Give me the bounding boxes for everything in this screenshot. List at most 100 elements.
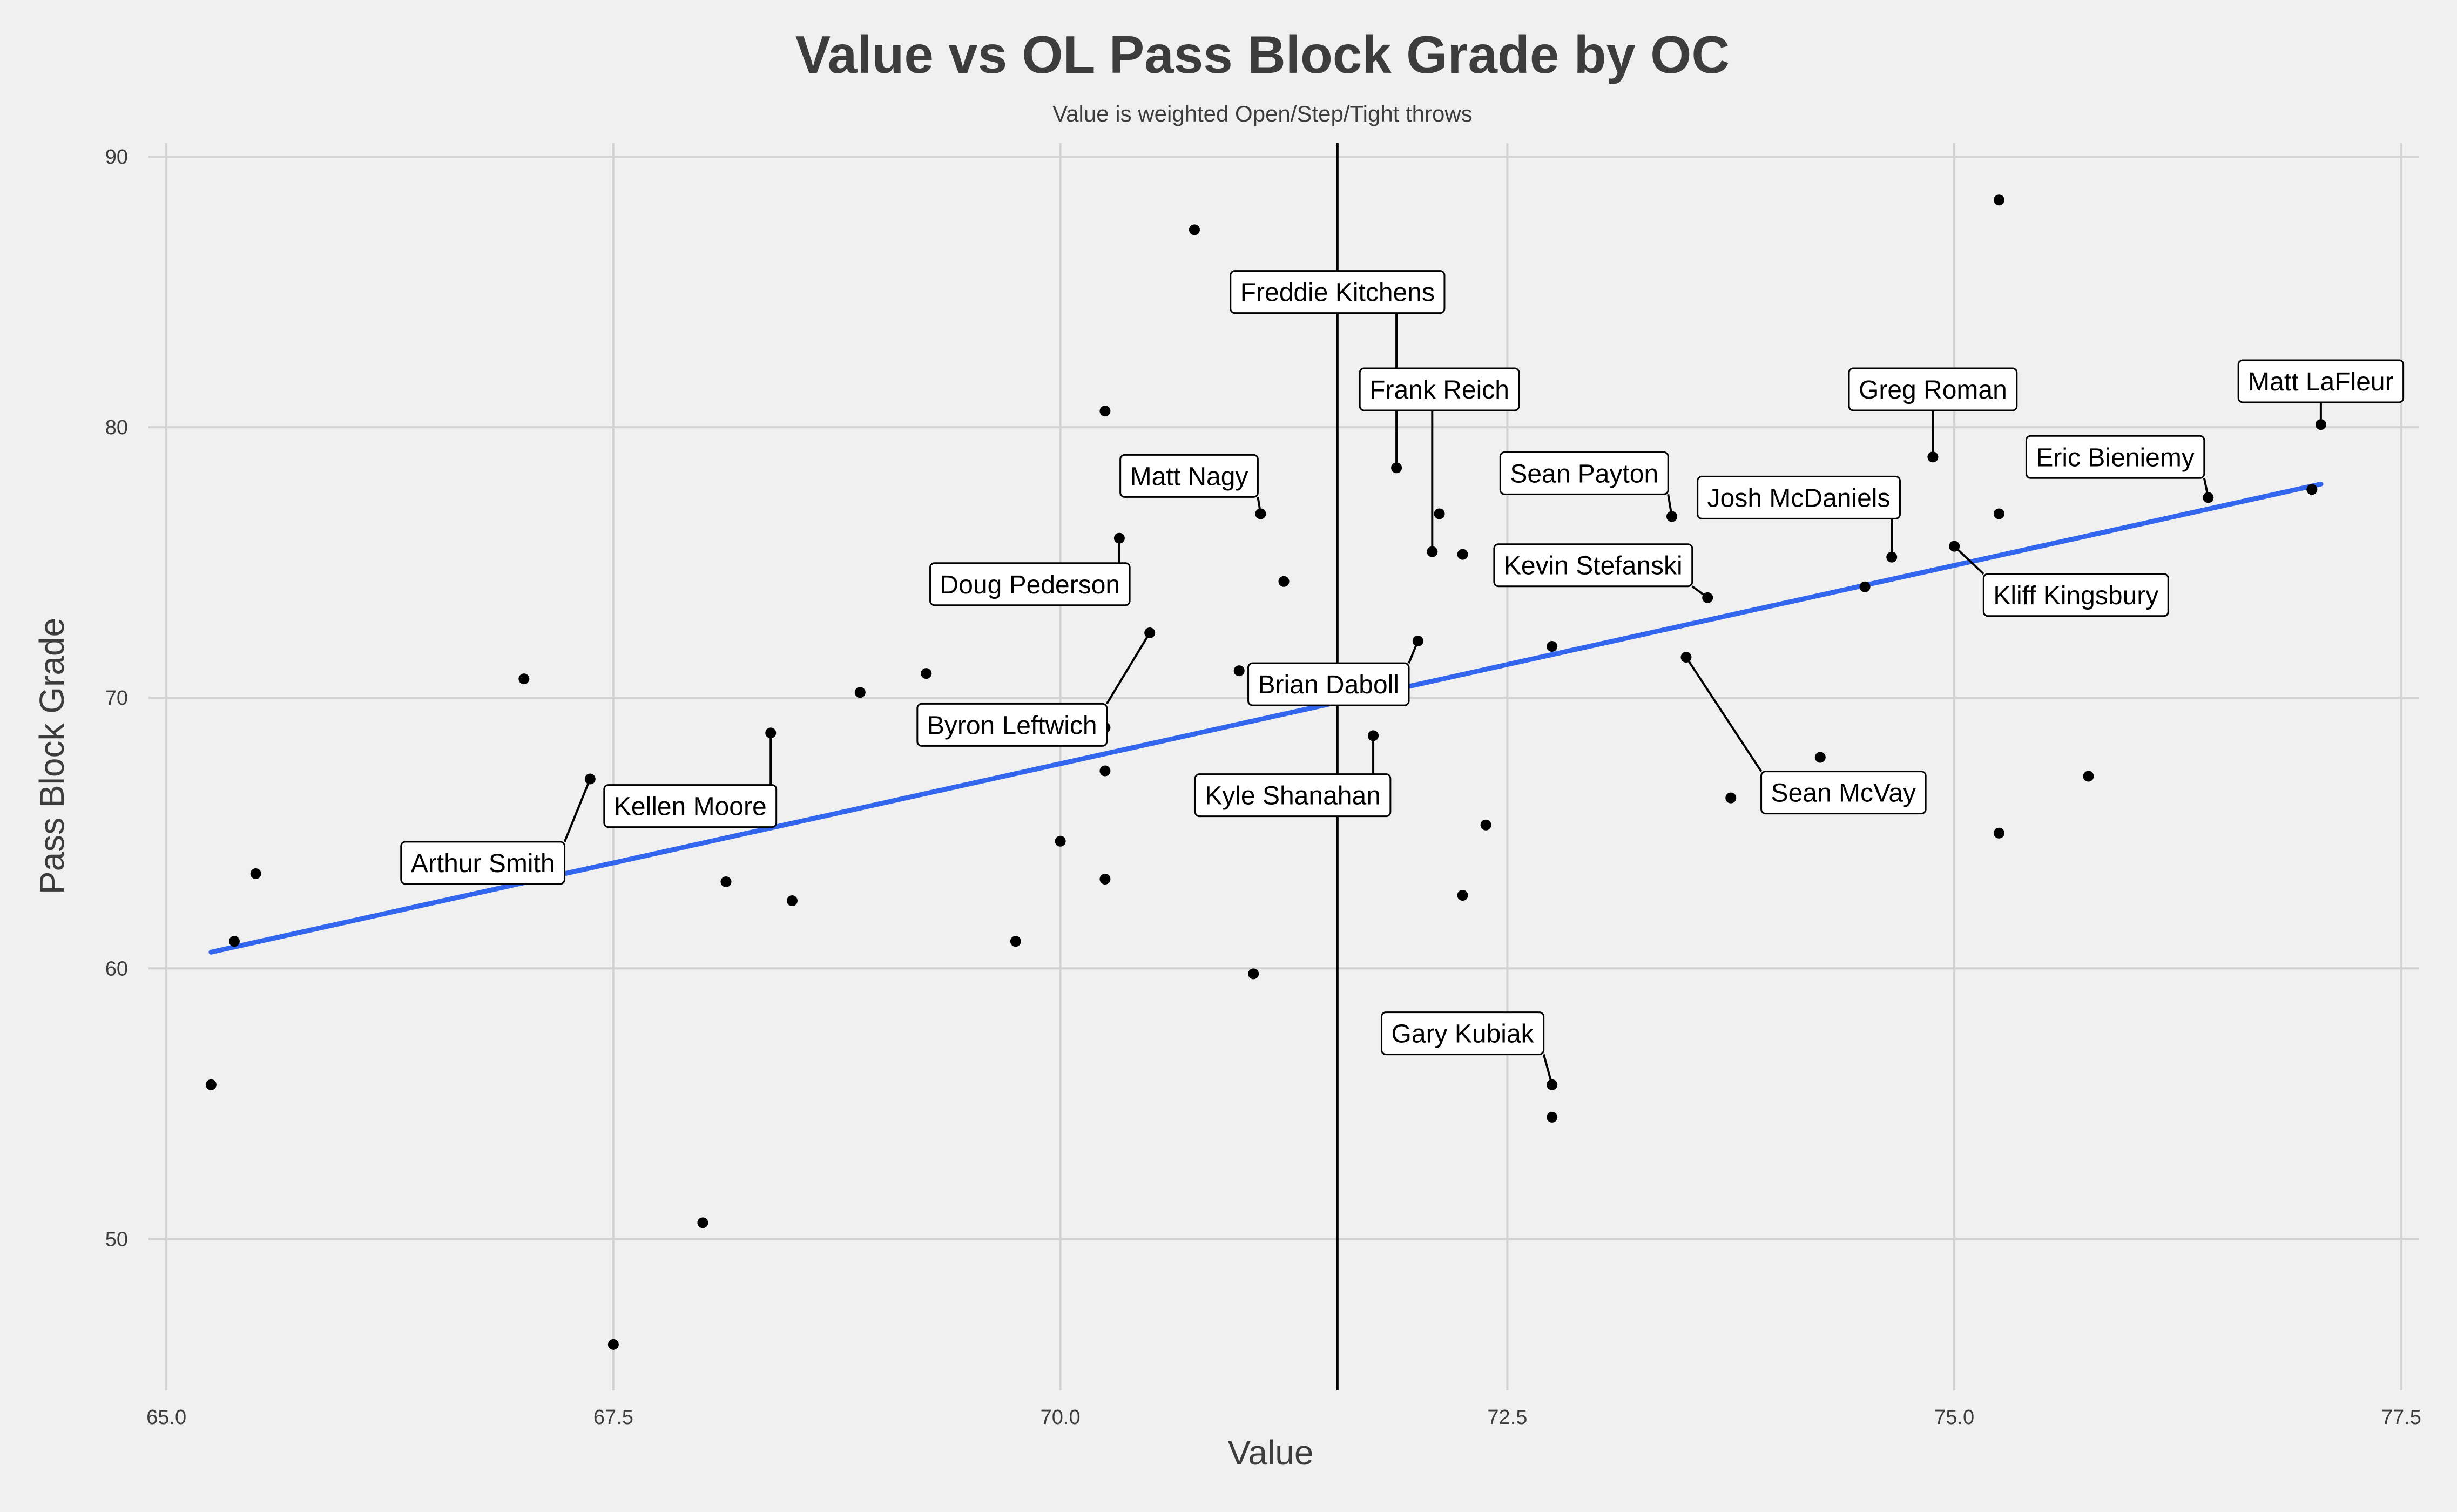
annotation-leader-line [1408,640,1419,664]
annotation-text: Kellen Moore [614,793,767,821]
x-tick-label: 70.0 [1041,1406,1081,1429]
annotation: Doug Pederson [929,538,1131,606]
annotation-box [1982,573,2169,617]
x-tick-label: 77.5 [2381,1406,2421,1429]
annotation: Greg Roman [1848,367,2018,457]
annotation-leader-line [1257,497,1262,514]
annotation-box [1247,662,1410,706]
annotation-text: Kyle Shanahan [1205,782,1381,811]
annotation-text: Josh McDaniels [1707,484,1891,512]
annotation-text: Greg Roman [1859,376,2007,404]
annotation: Kevin Stefanski [1493,543,1709,599]
data-point [1457,890,1468,901]
data-point [1993,827,2004,839]
data-point [1099,873,1111,885]
data-point [1010,936,1021,947]
annotation: Kellen Moore [603,733,778,828]
annotation-box [1230,270,1446,314]
data-point [1434,508,1445,519]
annotation-box [1499,451,1669,495]
annotation-box [400,841,566,885]
annotation: Kliff Kingsbury [1953,545,2169,617]
x-axis-title: Value [1228,1433,1314,1472]
annotation-text: Kliff Kingsbury [1993,582,2158,610]
annotation-text: Arthur Smith [411,849,555,878]
data-point [205,1079,217,1090]
data-point [1457,549,1468,560]
annotation-box [1194,773,1392,818]
annotation-box [2237,359,2405,403]
data-point [1993,508,2004,519]
annotation: Arthur Smith [400,778,591,885]
y-tick-label: 70 [105,687,128,710]
annotation: Josh McDaniels [1697,475,1901,557]
data-point [2306,484,2318,495]
annotation-text: Brian Daboll [1258,671,1399,699]
annotation-box [916,703,1108,747]
x-tick-label: 75.0 [1934,1406,1974,1429]
data-point [720,876,732,887]
annotation-box [2025,435,2205,479]
data-point [608,1339,619,1350]
annotation-text: Sean McVay [1771,779,1916,808]
annotation: Sean Payton [1499,451,1673,517]
annotation: Byron Leftwich [916,632,1151,747]
annotation-box [1493,543,1693,588]
annotation-text: Frank Reich [1369,376,1509,404]
annotation-labels: Freddie Kitchens Frank Reich Greg Roman Mat… [400,270,2405,1085]
annotation-box [1359,367,1520,411]
annotation: Sean McVay [1685,656,1927,815]
annotation: Brian Daboll [1247,640,1419,706]
data-point [518,673,530,685]
data-point [854,687,866,698]
data-point [1099,406,1111,417]
annotation-text: Sean Payton [1510,460,1658,488]
data-point [1189,224,1200,235]
annotation: Freddie Kitchens [1230,270,1446,468]
data-point [2083,771,2094,782]
data-point [1814,752,1826,763]
data-point [1547,1111,1558,1123]
annotation: Matt Nagy [1119,454,1262,514]
annotation-leader-line [1667,494,1673,517]
x-tick-label: 65.0 [146,1406,186,1429]
annotation-leader-line [1953,545,1985,575]
chart-subtitle: Value is weighted Open/Step/Tight throws [1052,101,1472,126]
data-point [250,868,261,879]
annotation-box [1760,771,1927,815]
annotation: Matt LaFleur [2237,359,2405,425]
y-tick-label: 90 [105,146,128,168]
x-tick-label: 67.5 [593,1406,633,1429]
data-point [697,1217,708,1228]
data-point [1248,968,1259,980]
annotation-box [1697,475,1901,519]
y-axis-ticks: 50 60 70 80 90 [105,146,128,1251]
y-tick-label: 50 [105,1228,128,1251]
annotation-text: Doug Pederson [940,571,1120,599]
annotation-text: Eric Bieniemy [2036,443,2194,472]
data-point [921,668,932,679]
data-point [786,895,798,907]
annotation-box [929,562,1131,606]
y-axis-title: Pass Block Grade [32,618,71,894]
annotation-leader-line [1542,1054,1554,1085]
annotation-text: Matt Nagy [1130,462,1248,491]
annotation-text: Matt LaFleur [2248,368,2393,396]
y-tick-label: 80 [105,416,128,439]
annotation-box [1848,367,2018,411]
annotation: Eric Bieniemy [2025,435,2210,498]
x-tick-label: 72.5 [1487,1406,1527,1429]
annotation-text: Gary Kubiak [1392,1020,1535,1049]
annotation: Kyle Shanahan [1194,735,1392,818]
annotation-text: Byron Leftwich [927,711,1097,740]
x-axis-ticks: 65.0 67.5 70.0 72.5 75.0 77.5 [146,1406,2421,1429]
annotation: Gary Kubiak [1381,1011,1554,1085]
annotation-leader-line [1685,656,1763,772]
data-point [228,936,240,947]
chart-title: Value vs OL Pass Block Grade by OC [795,25,1730,84]
data-point [1859,581,1871,592]
annotation-box [1381,1011,1545,1056]
annotation-box [1119,454,1259,498]
